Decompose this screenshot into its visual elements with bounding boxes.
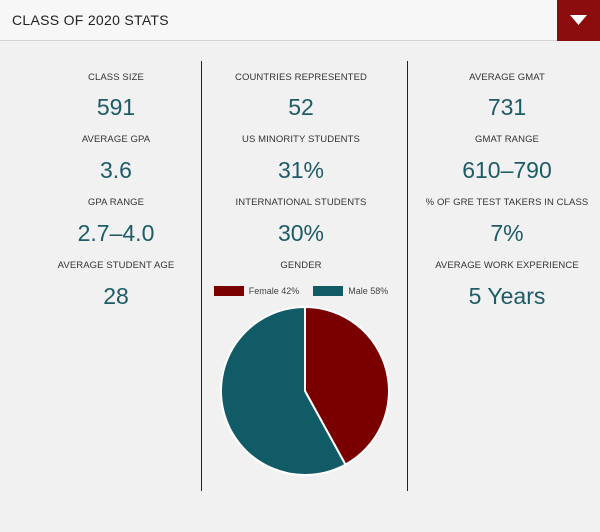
average-gpa-value: 3.6 xyxy=(100,157,132,183)
stats-panel: CLASS SIZE 591 AVERAGE GPA 3.6 GPA RANGE… xyxy=(0,41,600,532)
pie-slice-female[interactable] xyxy=(304,305,390,466)
legend-swatch-male xyxy=(313,286,344,296)
legend-swatch-female xyxy=(213,286,244,296)
minority-label: US MINORITY STUDENTS xyxy=(242,134,360,145)
gender-label: GENDER xyxy=(280,260,322,271)
caret-down-icon xyxy=(570,15,587,25)
class-size-label: CLASS SIZE xyxy=(88,72,144,83)
countries-label: COUNTRIES REPRESENTED xyxy=(235,72,367,83)
average-gpa-label: AVERAGE GPA xyxy=(81,134,151,145)
work-experience-value: 5 Years xyxy=(468,283,546,309)
legend-item-male[interactable]: Male 58% xyxy=(313,286,388,296)
gpa-range-label: GPA RANGE xyxy=(87,197,145,208)
minority-value: 31% xyxy=(277,157,325,183)
international-value: 30% xyxy=(277,220,325,246)
gre-takers-value: 7% xyxy=(490,220,524,246)
page-title: CLASS OF 2020 STATS xyxy=(12,12,169,28)
gender-pie-chart xyxy=(220,305,390,476)
pie-legend: Female 42% Male 58% xyxy=(201,286,401,296)
column-divider xyxy=(407,61,408,491)
average-age-label: AVERAGE STUDENT AGE xyxy=(57,260,175,271)
expand-toggle-button[interactable] xyxy=(557,0,600,41)
legend-label-male: Male 58% xyxy=(348,286,389,296)
average-gmat-value: 731 xyxy=(487,94,527,120)
international-label: INTERNATIONAL STUDENTS xyxy=(235,197,367,208)
gpa-range-value: 2.7–4.0 xyxy=(77,220,155,246)
legend-item-female[interactable]: Female 42% xyxy=(213,286,300,296)
average-age-value: 28 xyxy=(103,283,129,309)
column-divider xyxy=(201,61,202,491)
average-gmat-label: AVERAGE GMAT xyxy=(469,72,545,83)
legend-label-female: Female 42% xyxy=(248,286,300,296)
work-experience-label: AVERAGE WORK EXPERIENCE xyxy=(435,260,579,271)
gmat-range-value: 610–790 xyxy=(462,157,552,183)
stats-header: CLASS OF 2020 STATS xyxy=(0,0,600,41)
gmat-range-label: GMAT RANGE xyxy=(475,134,539,145)
class-size-value: 591 xyxy=(96,94,136,120)
gre-takers-label: % OF GRE TEST TAKERS IN CLASS xyxy=(425,197,589,208)
countries-value: 52 xyxy=(288,94,314,120)
pie-slice-male[interactable] xyxy=(220,305,347,476)
